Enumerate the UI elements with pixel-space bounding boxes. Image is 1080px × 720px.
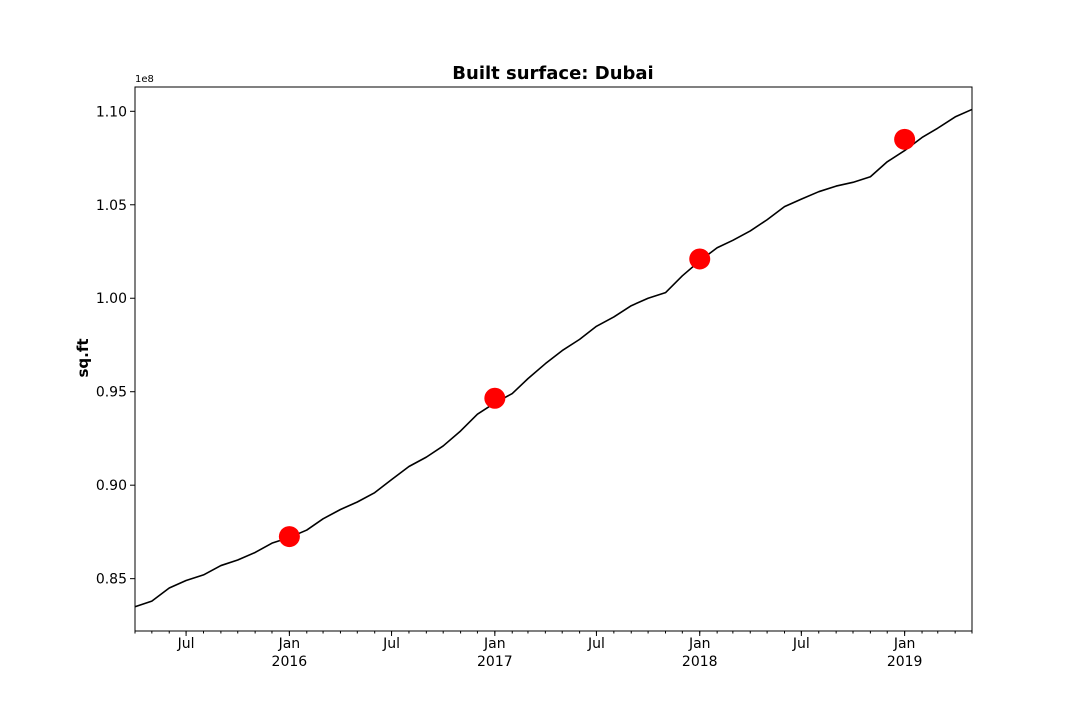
x-tick-year-label: 2017 <box>477 654 513 670</box>
y-tick-label: 1.05 <box>96 198 127 214</box>
x-tick-year-label: 2016 <box>272 654 308 670</box>
x-tick-label: Jan <box>483 636 506 652</box>
marker-point <box>278 526 300 548</box>
y-tick-label: 1.10 <box>96 104 127 120</box>
series-line-built-surface <box>134 108 973 608</box>
x-tick-label: Jul <box>382 636 400 652</box>
y-tick-label: 0.90 <box>96 478 127 494</box>
x-tick-year-label: 2018 <box>682 654 718 670</box>
y-tick-label: 0.95 <box>96 385 127 401</box>
x-tick-label: Jul <box>177 636 195 652</box>
x-tick-label: Jan <box>278 636 301 652</box>
chart-title: Built surface: Dubai <box>452 63 653 84</box>
y-tick-label: 0.85 <box>96 572 127 588</box>
y-tick-label: 1.00 <box>96 291 127 307</box>
axes-frame <box>134 86 973 632</box>
marker-point <box>484 387 506 409</box>
x-tick-label: Jul <box>587 636 605 652</box>
y-axis-label: sq.ft <box>74 338 92 377</box>
y-offset-label: 1e8 <box>135 74 154 85</box>
x-tick-label: Jul <box>792 636 810 652</box>
x-tick-year-label: 2019 <box>887 654 923 670</box>
marker-point <box>894 128 916 150</box>
x-tick-label: Jan <box>893 636 916 652</box>
plot-area: 0.85 0.90 0.95 1.00 1.05 1.10 Jul Jan 2016 Jul Jan… <box>96 104 973 670</box>
marker-point <box>689 248 711 270</box>
x-tick-label: Jan <box>688 636 711 652</box>
